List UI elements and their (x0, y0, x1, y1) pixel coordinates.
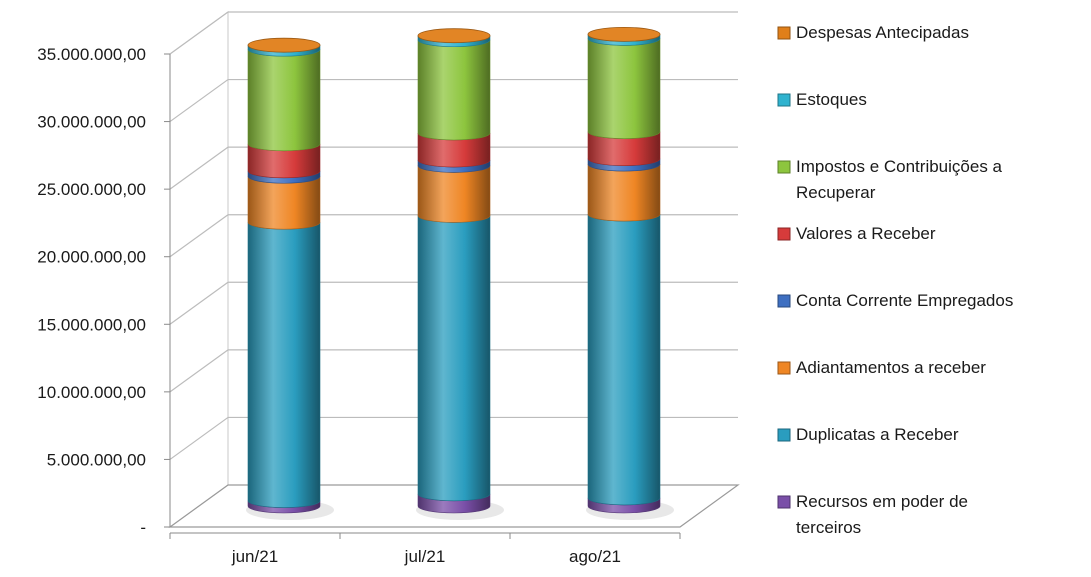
legend-swatch (777, 227, 791, 241)
bar-column-2 (586, 26, 674, 520)
bar-top-cap (247, 37, 321, 53)
y-tick-label: 15.000.000,00 (37, 315, 146, 334)
y-axis: - 5.000.000,00 10.000.000,00 15.000.000,00 2… (37, 45, 171, 537)
y-tick-label: 5.000.000,00 (47, 450, 146, 469)
gridline-side (169, 416, 229, 460)
legend-item: Impostos e Contribuições a Recuperar (777, 157, 1003, 202)
x-tick-label: jun/21 (231, 547, 278, 566)
legend-swatch (777, 428, 791, 442)
bar-segment-1 (417, 215, 491, 502)
bar-segment-1 (587, 214, 661, 506)
legend-item: Duplicatas a Receber (777, 425, 959, 444)
legend-label: Adiantamentos a receber (796, 358, 986, 377)
bar-segment-2 (587, 164, 661, 222)
bar-segment-1 (247, 222, 321, 508)
legend-label-cont: Recuperar (796, 183, 876, 202)
bars (246, 26, 674, 520)
x-tick-label: ago/21 (569, 547, 621, 566)
legend-label: Duplicatas a Receber (796, 425, 959, 444)
gridline-side (169, 11, 229, 55)
legend-label: Conta Corrente Empregados (796, 291, 1013, 310)
floor (168, 484, 740, 528)
x-tick-label: jul/21 (404, 547, 446, 566)
y-tick-label: 30.000.000,00 (37, 113, 146, 132)
bar-top-cap (587, 26, 661, 42)
legend-swatch (777, 93, 791, 107)
legend-item: Valores a Receber (777, 224, 936, 243)
legend-swatch (777, 294, 791, 308)
legend-label: Recursos em poder de (796, 492, 968, 511)
legend-swatch (777, 160, 791, 174)
bar-column-0 (246, 37, 334, 520)
bar-segment-5 (247, 49, 321, 152)
gridline-side (169, 349, 229, 393)
legend-label: Estoques (796, 90, 867, 109)
legend-label: Impostos e Contribuições a (796, 157, 1003, 176)
bar-segment-2 (247, 176, 321, 230)
bar-segment-2 (417, 165, 491, 223)
y-tick-label: - (140, 518, 146, 537)
x-axis: jun/21 jul/21 ago/21 (169, 532, 681, 566)
legend-item: Recursos em poder de terceiros (777, 492, 968, 537)
legend-item: Conta Corrente Empregados (777, 291, 1013, 310)
gridline-side (169, 79, 229, 123)
legend-swatch (777, 361, 791, 375)
y-tick-label: 20.000.000,00 (37, 248, 146, 267)
gridline-side (169, 146, 229, 190)
y-tick-label: 35.000.000,00 (37, 45, 146, 64)
legend: Despesas Antecipadas Estoques Impostos e C… (777, 23, 1013, 537)
gridline-side (169, 214, 229, 258)
y-tick-label: 25.000.000,00 (37, 180, 146, 199)
legend-item: Adiantamentos a receber (777, 358, 986, 377)
side-wall (169, 11, 229, 528)
legend-label-cont: terceiros (796, 518, 861, 537)
bar-segment-5 (587, 38, 661, 139)
bar-top-cap (417, 28, 491, 44)
y-tick-label: 10.000.000,00 (37, 383, 146, 402)
legend-swatch (777, 495, 791, 509)
bar-segment-5 (417, 39, 491, 141)
legend-label: Despesas Antecipadas (796, 23, 969, 42)
gridline-side (169, 281, 229, 325)
legend-item: Despesas Antecipadas (777, 23, 969, 42)
legend-item: Estoques (777, 90, 867, 109)
legend-label: Valores a Receber (796, 224, 936, 243)
bar-column-1 (416, 28, 504, 520)
legend-swatch (777, 26, 791, 40)
